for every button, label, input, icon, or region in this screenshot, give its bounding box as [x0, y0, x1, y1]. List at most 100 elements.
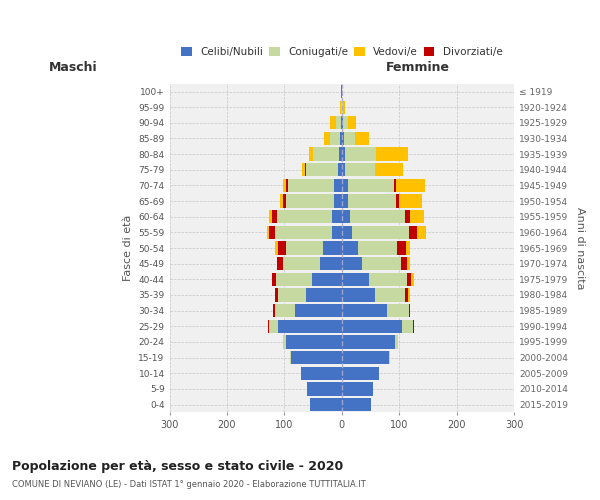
Bar [266, 226, 269, 239]
Bar [340, 100, 341, 114]
Bar [342, 366, 379, 380]
Bar [342, 382, 373, 396]
Bar [334, 179, 342, 192]
Bar [320, 257, 342, 270]
Text: Popolazione per età, sesso e stato civile - 2020: Popolazione per età, sesso e stato civil… [12, 460, 343, 473]
Bar [286, 194, 334, 207]
Bar [347, 116, 356, 130]
Legend: Celibi/Nubili, Coniugati/e, Vedovi/e, Divorziati/e: Celibi/Nubili, Coniugati/e, Vedovi/e, Di… [177, 43, 506, 61]
Bar [283, 179, 286, 192]
Bar [286, 336, 342, 348]
Bar [350, 210, 405, 224]
Bar [272, 210, 277, 224]
Bar [407, 272, 412, 286]
Bar [347, 179, 394, 192]
Bar [275, 242, 278, 254]
Bar [269, 226, 275, 239]
Y-axis label: Fasce di età: Fasce di età [123, 215, 133, 281]
Bar [400, 194, 422, 207]
Bar [307, 382, 342, 396]
Bar [386, 304, 409, 318]
Bar [283, 194, 286, 207]
Bar [268, 320, 269, 333]
Bar [310, 398, 342, 411]
Bar [352, 226, 409, 239]
Bar [412, 272, 414, 286]
Bar [340, 132, 342, 145]
Bar [342, 304, 386, 318]
Bar [417, 226, 426, 239]
Bar [343, 116, 347, 130]
Bar [312, 272, 342, 286]
Bar [342, 336, 395, 348]
Bar [410, 210, 424, 224]
Bar [339, 148, 342, 161]
Bar [376, 148, 408, 161]
Bar [275, 288, 278, 302]
Y-axis label: Anni di nascita: Anni di nascita [575, 207, 585, 290]
Bar [342, 351, 389, 364]
Bar [389, 351, 390, 364]
Bar [345, 163, 374, 176]
Bar [306, 163, 338, 176]
Bar [269, 210, 272, 224]
Bar [275, 304, 295, 318]
Bar [295, 304, 342, 318]
Bar [402, 320, 413, 333]
Bar [269, 320, 278, 333]
Bar [409, 304, 410, 318]
Bar [342, 132, 344, 145]
Bar [342, 163, 345, 176]
Bar [394, 179, 397, 192]
Bar [278, 288, 306, 302]
Bar [355, 132, 370, 145]
Bar [342, 288, 375, 302]
Bar [406, 242, 410, 254]
Bar [336, 116, 341, 130]
Bar [342, 179, 347, 192]
Bar [324, 132, 330, 145]
Bar [306, 288, 342, 302]
Bar [278, 242, 286, 254]
Bar [332, 226, 342, 239]
Bar [370, 272, 407, 286]
Bar [409, 226, 417, 239]
Bar [344, 132, 355, 145]
Bar [272, 272, 277, 286]
Bar [347, 194, 397, 207]
Bar [289, 179, 334, 192]
Bar [280, 194, 283, 207]
Bar [277, 210, 332, 224]
Bar [342, 398, 371, 411]
Bar [397, 179, 425, 192]
Bar [342, 194, 347, 207]
Bar [332, 210, 342, 224]
Bar [405, 288, 408, 302]
Bar [286, 242, 323, 254]
Bar [331, 116, 336, 130]
Bar [290, 351, 292, 364]
Bar [305, 163, 306, 176]
Bar [374, 163, 403, 176]
Bar [277, 257, 283, 270]
Bar [283, 257, 320, 270]
Bar [313, 148, 339, 161]
Bar [283, 336, 286, 348]
Bar [275, 226, 332, 239]
Text: COMUNE DI NEVIANO (LE) - Dati ISTAT 1° gennaio 2020 - Elaborazione TUTTITALIA.IT: COMUNE DI NEVIANO (LE) - Dati ISTAT 1° g… [12, 480, 366, 489]
Bar [342, 320, 402, 333]
Bar [301, 366, 342, 380]
Bar [407, 257, 410, 270]
Bar [342, 272, 370, 286]
Bar [330, 132, 340, 145]
Bar [277, 272, 312, 286]
Bar [286, 179, 289, 192]
Bar [323, 242, 342, 254]
Bar [338, 163, 342, 176]
Bar [397, 194, 400, 207]
Bar [401, 257, 407, 270]
Bar [342, 226, 352, 239]
Bar [342, 116, 343, 130]
Bar [342, 148, 345, 161]
Bar [273, 304, 275, 318]
